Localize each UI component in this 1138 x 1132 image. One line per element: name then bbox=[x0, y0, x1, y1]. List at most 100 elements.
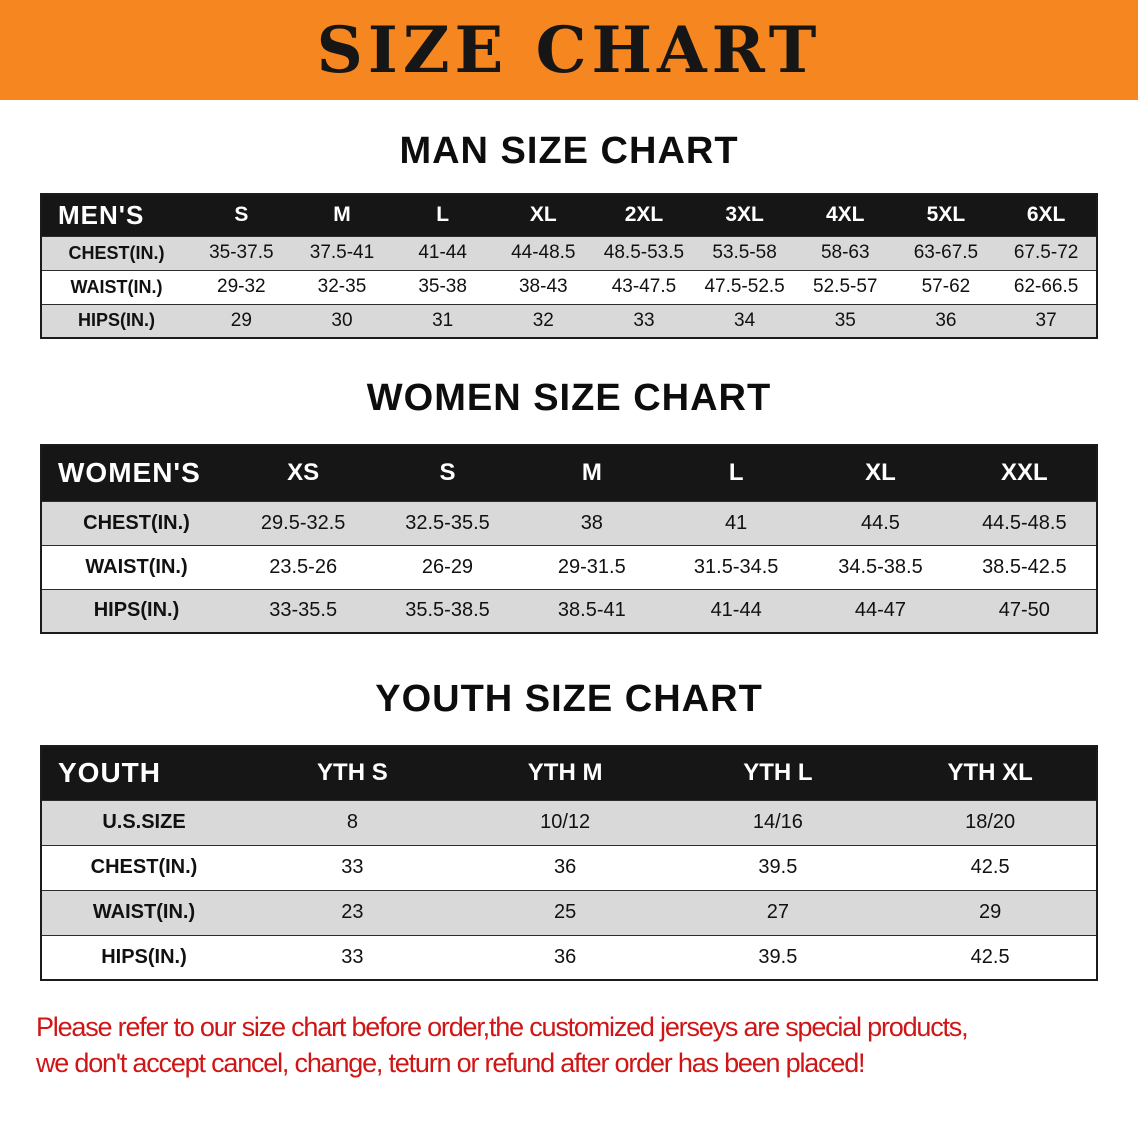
size-value: 29.5-32.5 bbox=[231, 500, 376, 545]
size-value: 36 bbox=[895, 303, 997, 338]
size-column-header: M bbox=[291, 194, 393, 236]
size-value: 26-29 bbox=[375, 544, 520, 589]
row-label: HIPS(IN.) bbox=[41, 588, 231, 633]
size-value: 57-62 bbox=[895, 269, 997, 304]
size-value: 8 bbox=[246, 799, 459, 845]
row-label: HIPS(IN.) bbox=[41, 934, 246, 980]
size-value: 32-35 bbox=[291, 269, 393, 304]
size-column-header: 6XL bbox=[996, 194, 1097, 236]
size-value: 38.5-41 bbox=[519, 588, 664, 633]
disclaimer: Please refer to our size chart before or… bbox=[36, 1009, 1102, 1082]
size-value: 38.5-42.5 bbox=[952, 544, 1097, 589]
size-chart-section: MAN SIZE CHART MEN'S S M L XL 2XL 3XL 4XL 5XL 6XL C… bbox=[0, 130, 1138, 339]
size-value: 37.5-41 bbox=[291, 235, 393, 270]
size-table-header-row: YOUTH YTH S YTH M YTH L YTH XL bbox=[41, 746, 1097, 800]
size-value: 29-31.5 bbox=[519, 544, 664, 589]
size-table: WOMEN'S XS S M L XL XXL CHEST(IN.) 29.5-32.5 32.5… bbox=[40, 444, 1098, 634]
size-value: 47.5-52.5 bbox=[694, 269, 795, 304]
size-value: 39.5 bbox=[671, 934, 885, 980]
size-value: 31.5-34.5 bbox=[663, 544, 809, 589]
size-chart-section: YOUTH SIZE CHART YOUTH YTH S YTH M YTH L YTH … bbox=[0, 678, 1138, 981]
category-header: YOUTH bbox=[41, 746, 246, 800]
size-column-header: S bbox=[375, 445, 520, 501]
size-value: 33-35.5 bbox=[231, 588, 376, 633]
size-value: 18/20 bbox=[884, 799, 1097, 845]
measurement-row: CHEST(IN.) 35-37.5 37.5-41 41-44 44-48.5 48.5… bbox=[41, 235, 1097, 270]
measurement-row: U.S.SIZE 8 10/12 14/16 18/20 bbox=[41, 799, 1097, 845]
size-value: 32.5-35.5 bbox=[375, 500, 520, 545]
size-column-header: M bbox=[519, 445, 664, 501]
size-column-header: 5XL bbox=[895, 194, 997, 236]
banner: SIZE CHART bbox=[0, 0, 1138, 100]
size-value: 30 bbox=[291, 303, 393, 338]
size-value: 32 bbox=[492, 303, 594, 338]
size-column-header: XS bbox=[231, 445, 376, 501]
size-value: 47-50 bbox=[952, 588, 1097, 633]
row-label: HIPS(IN.) bbox=[41, 303, 191, 338]
size-value: 44-48.5 bbox=[492, 235, 594, 270]
row-label: CHEST(IN.) bbox=[41, 844, 246, 890]
size-value: 38-43 bbox=[492, 269, 594, 304]
size-value: 39.5 bbox=[671, 844, 885, 890]
size-table: MEN'S S M L XL 2XL 3XL 4XL 5XL 6XL CHEST(IN.) 35-37… bbox=[40, 193, 1098, 339]
row-label: CHEST(IN.) bbox=[41, 235, 191, 270]
size-column-header: 4XL bbox=[794, 194, 896, 236]
size-value: 36 bbox=[458, 844, 672, 890]
size-table: YOUTH YTH S YTH M YTH L YTH XL U.S.SIZE 8 10/12… bbox=[40, 745, 1098, 981]
size-value: 52.5-57 bbox=[794, 269, 896, 304]
size-column-header: L bbox=[663, 445, 809, 501]
section-title: YOUTH SIZE CHART bbox=[375, 678, 763, 720]
size-value: 33 bbox=[593, 303, 695, 338]
size-value: 37 bbox=[996, 303, 1097, 338]
size-value: 43-47.5 bbox=[593, 269, 695, 304]
size-column-header: YTH M bbox=[458, 746, 672, 800]
size-value: 29 bbox=[191, 303, 292, 338]
size-column-header: YTH L bbox=[671, 746, 885, 800]
size-value: 41 bbox=[663, 500, 809, 545]
size-value: 27 bbox=[671, 889, 885, 935]
size-value: 14/16 bbox=[671, 799, 885, 845]
size-column-header: XL bbox=[492, 194, 594, 236]
size-value: 63-67.5 bbox=[895, 235, 997, 270]
size-column-header: L bbox=[392, 194, 493, 236]
size-column-header: YTH XL bbox=[884, 746, 1097, 800]
disclaimer-line-1: Please refer to our size chart before or… bbox=[36, 1012, 969, 1042]
size-value: 35-38 bbox=[392, 269, 493, 304]
section-title: WOMEN SIZE CHART bbox=[366, 377, 772, 419]
size-value: 34 bbox=[694, 303, 795, 338]
charts: MAN SIZE CHART MEN'S S M L XL 2XL 3XL 4XL 5XL 6XL C… bbox=[0, 130, 1138, 981]
size-table-header-row: MEN'S S M L XL 2XL 3XL 4XL 5XL 6XL bbox=[41, 194, 1097, 236]
size-value: 44.5-48.5 bbox=[952, 500, 1097, 545]
size-value: 35 bbox=[794, 303, 896, 338]
size-value: 53.5-58 bbox=[694, 235, 795, 270]
measurement-row: HIPS(IN.) 33 36 39.5 42.5 bbox=[41, 934, 1097, 980]
size-value: 58-63 bbox=[794, 235, 896, 270]
measurement-row: WAIST(IN.) 23 25 27 29 bbox=[41, 889, 1097, 935]
size-value: 67.5-72 bbox=[996, 235, 1097, 270]
size-value: 35.5-38.5 bbox=[375, 588, 520, 633]
size-column-header: XL bbox=[808, 445, 953, 501]
size-value: 35-37.5 bbox=[191, 235, 292, 270]
category-header: MEN'S bbox=[41, 194, 191, 236]
size-column-header: XXL bbox=[952, 445, 1097, 501]
size-value: 34.5-38.5 bbox=[808, 544, 953, 589]
size-value: 29 bbox=[884, 889, 1097, 935]
measurement-row: HIPS(IN.) 29 30 31 32 33 34 35 36 37 bbox=[41, 303, 1097, 338]
measurement-row: CHEST(IN.) 33 36 39.5 42.5 bbox=[41, 844, 1097, 890]
size-value: 31 bbox=[392, 303, 493, 338]
size-value: 36 bbox=[458, 934, 672, 980]
size-value: 44-47 bbox=[808, 588, 953, 633]
disclaimer-line-2: we don't accept cancel, change, teturn o… bbox=[36, 1048, 866, 1079]
page-title: SIZE CHART bbox=[316, 12, 822, 88]
row-label: CHEST(IN.) bbox=[41, 500, 231, 545]
measurement-row: HIPS(IN.) 33-35.5 35.5-38.5 38.5-41 41-44 44-… bbox=[41, 588, 1097, 633]
row-label: U.S.SIZE bbox=[41, 799, 246, 845]
row-label: WAIST(IN.) bbox=[41, 269, 191, 304]
measurement-row: WAIST(IN.) 29-32 32-35 35-38 38-43 43-47.5 47.… bbox=[41, 269, 1097, 304]
size-chart-page: SIZE CHART MAN SIZE CHART MEN'S S M L XL 2XL 3X… bbox=[0, 0, 1138, 1082]
size-table-header-row: WOMEN'S XS S M L XL XXL bbox=[41, 445, 1097, 501]
category-header: WOMEN'S bbox=[41, 445, 231, 501]
measurement-row: CHEST(IN.) 29.5-32.5 32.5-35.5 38 41 44.5 44.5… bbox=[41, 500, 1097, 545]
size-column-header: YTH S bbox=[246, 746, 459, 800]
size-column-header: 2XL bbox=[593, 194, 695, 236]
